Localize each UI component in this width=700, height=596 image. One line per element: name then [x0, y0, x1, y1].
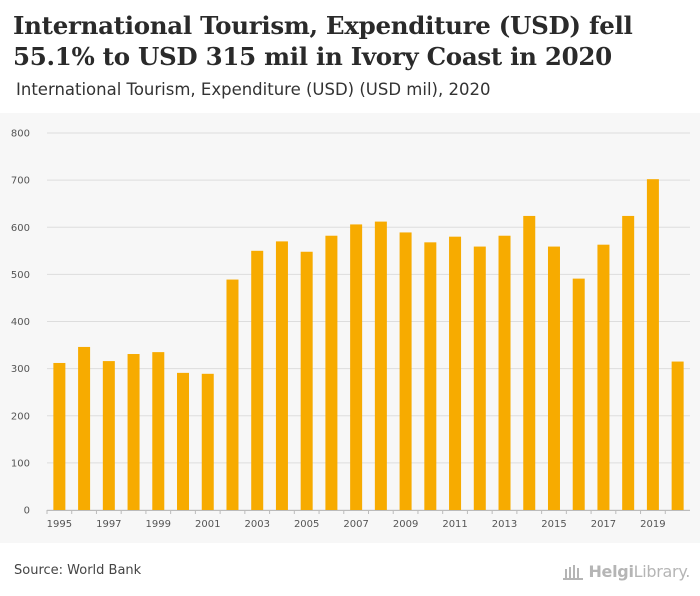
- logo-secondary: Library.: [633, 562, 691, 581]
- bar-2000: [177, 372, 190, 510]
- y-tick-label: 800: [11, 129, 30, 140]
- bar-2006: [325, 235, 338, 511]
- x-tick-label: 2019: [640, 519, 665, 530]
- x-tick-label: 2011: [442, 519, 467, 530]
- y-tick-label: 200: [11, 411, 30, 422]
- bar-2009: [399, 232, 412, 510]
- bar-chart: 0 100 200 300 400 500 600 700 800 1995 1997 1999 200…: [11, 129, 690, 530]
- x-tick-label: 2001: [195, 519, 220, 530]
- y-tick-label: 700: [11, 176, 30, 187]
- logo-text: HelgiLibrary.: [588, 562, 690, 581]
- x-tick-label: 2007: [343, 519, 368, 530]
- bar-2012: [473, 246, 486, 511]
- page-title: International Tourism, Expenditure (USD)…: [13, 11, 633, 71]
- logo-primary: Helgi: [588, 562, 634, 581]
- bar-2011: [449, 236, 462, 511]
- bar-2003: [251, 250, 264, 510]
- bar-1996: [78, 346, 91, 510]
- bar-2001: [201, 373, 214, 510]
- y-tick-label: 0: [24, 506, 30, 517]
- x-tick-label: 1999: [146, 519, 171, 530]
- x-tick-label: 2005: [294, 519, 319, 530]
- bar-2013: [498, 235, 511, 511]
- bar-2014: [523, 215, 536, 510]
- bar-2020: [671, 361, 684, 510]
- bar-2015: [547, 246, 560, 511]
- bar-2016: [572, 278, 585, 510]
- x-tick-label: 2003: [244, 519, 269, 530]
- y-tick-label: 300: [11, 364, 30, 375]
- bar-1998: [127, 354, 140, 510]
- x-tick-label: 2009: [393, 519, 418, 530]
- chart-subtitle: International Tourism, Expenditure (USD)…: [16, 80, 491, 99]
- y-tick-label: 500: [11, 270, 30, 281]
- source-note: Source: World Bank: [14, 563, 142, 578]
- bar-2004: [275, 241, 288, 510]
- y-tick-label: 400: [11, 317, 30, 328]
- bar-1999: [152, 352, 165, 510]
- bar-2018: [622, 215, 635, 510]
- y-tick-label: 100: [11, 458, 30, 469]
- x-tick-label: 2013: [492, 519, 517, 530]
- library-building-icon: [563, 564, 584, 580]
- bar-2017: [597, 244, 610, 510]
- bar-1995: [53, 362, 66, 510]
- x-tick-label: 1995: [47, 519, 72, 530]
- header: International Tourism, Expenditure (USD)…: [0, 0, 700, 112]
- bar-2005: [300, 251, 313, 510]
- y-tick-label: 600: [11, 223, 30, 234]
- bar-2019: [646, 179, 659, 510]
- bar-2002: [226, 279, 239, 510]
- bar-1997: [102, 361, 115, 510]
- bar-2008: [374, 221, 387, 510]
- bar-2007: [350, 224, 363, 511]
- x-tick-label: 2015: [541, 519, 566, 530]
- helgilibrary-logo: HelgiLibrary.: [562, 562, 690, 581]
- x-tick-label: 2017: [591, 519, 616, 530]
- x-tick-label: 1997: [96, 519, 121, 530]
- bar-2010: [424, 242, 437, 510]
